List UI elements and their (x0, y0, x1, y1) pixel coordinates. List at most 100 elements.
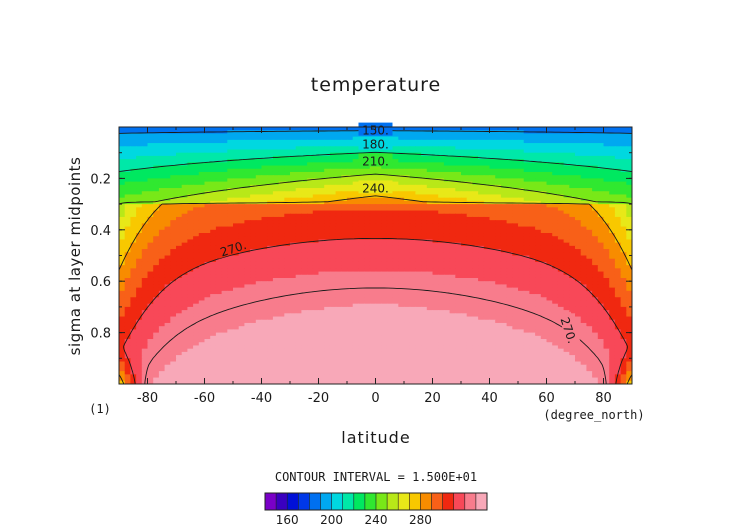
field-cell (609, 171, 616, 176)
field-cell (198, 181, 206, 186)
field-cell (586, 143, 593, 147)
field-cell (227, 165, 234, 170)
field-cell (164, 191, 171, 196)
field-cell (421, 213, 428, 218)
field-cell (147, 220, 154, 224)
field-cell (187, 136, 194, 141)
field-cell (540, 184, 548, 189)
field-cell (255, 284, 263, 289)
field-cell (278, 223, 285, 228)
field-cell (489, 152, 496, 157)
field-cell (557, 236, 565, 241)
field-cell (586, 171, 593, 176)
field-cell (421, 171, 428, 176)
field-cell (318, 181, 325, 186)
field-cell (409, 178, 416, 183)
field-cell (227, 277, 234, 282)
field-cell (341, 133, 348, 138)
field-cell (489, 146, 496, 151)
field-cell (290, 136, 297, 141)
field-cell (495, 261, 502, 266)
field-cell (221, 152, 228, 157)
field-cell (312, 146, 320, 151)
field-cell (461, 207, 468, 212)
field-cell (335, 255, 342, 260)
field-cell (563, 233, 570, 237)
field-cell (278, 303, 285, 308)
field-cell (244, 197, 251, 202)
field-cell (176, 143, 183, 147)
field-cell (170, 281, 177, 286)
field-cell (557, 133, 565, 138)
field-cell (250, 216, 257, 221)
field-cell (335, 191, 342, 196)
field-cell (455, 268, 462, 273)
field-cell (352, 300, 359, 305)
field-cell (614, 242, 622, 247)
field-cell (369, 200, 377, 205)
field-cell (341, 265, 348, 269)
field-cell (404, 294, 411, 298)
field-cell (318, 159, 325, 163)
field-cell (358, 175, 365, 179)
field-cell (603, 213, 610, 218)
field-cell (449, 297, 456, 302)
field-cell (586, 277, 593, 282)
field-cell (176, 152, 183, 157)
field-cell (500, 178, 508, 183)
field-cell (518, 155, 525, 160)
field-cell (415, 297, 422, 302)
field-cell (563, 143, 570, 147)
field-cell (614, 136, 622, 141)
field-cell (141, 194, 149, 199)
field-cell (318, 294, 325, 298)
field-cell (164, 171, 171, 176)
field-cell (409, 249, 416, 253)
field-cell (603, 210, 610, 215)
field-cell (489, 149, 496, 154)
field-cell (472, 261, 479, 266)
field-cell (535, 204, 542, 208)
field-cell (295, 130, 302, 135)
field-cell (472, 136, 479, 141)
field-cell (250, 226, 257, 231)
field-cell (426, 213, 434, 218)
field-cell (255, 184, 263, 189)
field-cell (335, 159, 342, 163)
field-cell (170, 149, 177, 154)
field-cell (301, 255, 308, 260)
field-cell (318, 136, 325, 141)
field-cell (580, 271, 587, 276)
field-cell (592, 175, 599, 179)
field-cell (381, 258, 388, 263)
field-cell (210, 268, 217, 273)
field-cell (586, 290, 593, 295)
field-cell (329, 284, 337, 289)
field-cell (563, 168, 570, 173)
field-cell (483, 268, 491, 273)
field-cell (278, 136, 285, 141)
field-cell (552, 184, 559, 189)
field-cell (426, 274, 434, 279)
field-cell (466, 181, 473, 186)
field-cell (119, 197, 126, 202)
field-cell (181, 136, 188, 141)
field-cell (461, 277, 468, 282)
field-cell (267, 152, 274, 157)
field-cell (358, 229, 365, 234)
field-cell (124, 268, 131, 273)
field-cell (443, 287, 451, 292)
field-cell (620, 297, 627, 302)
field-cell (250, 233, 257, 237)
field-cell (215, 133, 223, 138)
field-cell (272, 220, 280, 224)
field-cell (244, 255, 251, 260)
field-cell (495, 181, 502, 186)
field-cell (404, 204, 411, 208)
field-cell (535, 294, 542, 298)
field-cell (267, 149, 274, 154)
field-cell (153, 239, 160, 244)
field-cell (466, 139, 473, 144)
field-cell (233, 139, 240, 144)
field-cell (426, 223, 434, 228)
